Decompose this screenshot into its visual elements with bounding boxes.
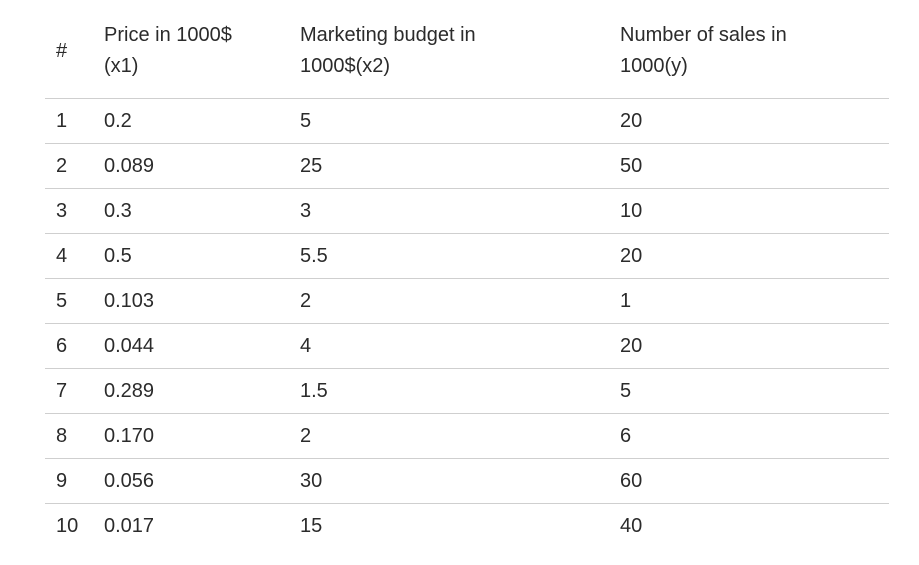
table-row: 2 0.089 25 50 xyxy=(45,143,889,189)
header-row: # Price in 1000$ (x1) Marketing budget i… xyxy=(45,0,889,99)
cell-index: 3 xyxy=(45,188,104,234)
header-price: Price in 1000$ (x1) xyxy=(104,0,300,99)
cell-price: 0.2 xyxy=(104,98,300,144)
header-sales: Number of sales in 1000(y) xyxy=(620,0,889,99)
cell-index: 2 xyxy=(45,143,104,189)
table-row: 4 0.5 5.5 20 xyxy=(45,233,889,279)
table-row: 10 0.017 15 40 xyxy=(45,504,889,549)
table-row: 7 0.289 1.5 5 xyxy=(45,368,889,414)
header-sales-line1: Number of sales in xyxy=(620,24,787,46)
header-price-line2: (x1) xyxy=(104,55,139,77)
header-price-line1: Price in 1000$ xyxy=(104,24,232,46)
header-index: # xyxy=(45,0,104,99)
header-sales-line2: 1000(y) xyxy=(620,55,688,77)
cell-marketing-budget: 3 xyxy=(300,188,620,234)
cell-price: 0.044 xyxy=(104,323,300,369)
header-marketing-line2: 1000$(x2) xyxy=(300,55,391,77)
cell-index: 4 xyxy=(45,233,104,279)
data-table-container: # Price in 1000$ (x1) Marketing budget i… xyxy=(45,0,889,548)
cell-marketing-budget: 2 xyxy=(300,413,620,459)
cell-sales: 6 xyxy=(620,413,889,459)
cell-marketing-budget: 5.5 xyxy=(300,233,620,279)
cell-marketing-budget: 30 xyxy=(300,458,620,504)
cell-sales: 20 xyxy=(620,323,889,369)
table-row: 3 0.3 3 10 xyxy=(45,188,889,234)
table-row: 6 0.044 4 20 xyxy=(45,323,889,369)
cell-sales: 50 xyxy=(620,143,889,189)
table-row: 1 0.2 5 20 xyxy=(45,98,889,144)
cell-marketing-budget: 15 xyxy=(300,514,323,537)
table-header: # Price in 1000$ (x1) Marketing budget i… xyxy=(45,0,889,99)
header-index-label: # xyxy=(56,39,68,62)
cell-sales: 5 xyxy=(620,368,889,414)
cell-price: 0.017 xyxy=(104,514,155,537)
table-row: 9 0.056 30 60 xyxy=(45,458,889,504)
header-marketing-line1: Marketing budget in xyxy=(300,24,476,46)
cell-price: 0.056 xyxy=(104,458,300,504)
sales-data-table: # Price in 1000$ (x1) Marketing budget i… xyxy=(45,0,889,548)
cell-sales: 20 xyxy=(620,233,889,279)
cell-sales: 1 xyxy=(620,278,889,324)
cell-sales: 40 xyxy=(620,514,643,537)
cell-index: 10 xyxy=(56,514,79,537)
cell-marketing-budget: 5 xyxy=(300,98,620,144)
table-row: 8 0.170 2 6 xyxy=(45,413,889,459)
cell-price: 0.170 xyxy=(104,413,300,459)
header-marketing-budget: Marketing budget in 1000$(x2) xyxy=(300,0,620,99)
cell-price: 0.5 xyxy=(104,233,300,279)
cell-price: 0.089 xyxy=(104,143,300,189)
cell-index: 6 xyxy=(45,323,104,369)
cell-marketing-budget: 2 xyxy=(300,278,620,324)
cell-price: 0.103 xyxy=(104,278,300,324)
cell-price: 0.3 xyxy=(104,188,300,234)
cell-sales: 10 xyxy=(620,188,889,234)
cell-index: 5 xyxy=(45,278,104,324)
cell-index: 8 xyxy=(45,413,104,459)
table-body: 1 0.2 5 20 2 0.089 25 50 3 0.3 3 10 4 0.5 5.5 20 5 0.103 2… xyxy=(45,98,889,549)
cell-marketing-budget: 1.5 xyxy=(300,368,620,414)
cell-index: 7 xyxy=(45,368,104,414)
cell-price: 0.289 xyxy=(104,368,300,414)
cell-sales: 20 xyxy=(620,98,889,144)
cell-index: 1 xyxy=(45,98,104,144)
table-row: 5 0.103 2 1 xyxy=(45,278,889,324)
cell-marketing-budget: 4 xyxy=(300,323,620,369)
cell-sales: 60 xyxy=(620,458,889,504)
cell-index: 9 xyxy=(45,458,104,504)
cell-marketing-budget: 25 xyxy=(300,143,620,189)
